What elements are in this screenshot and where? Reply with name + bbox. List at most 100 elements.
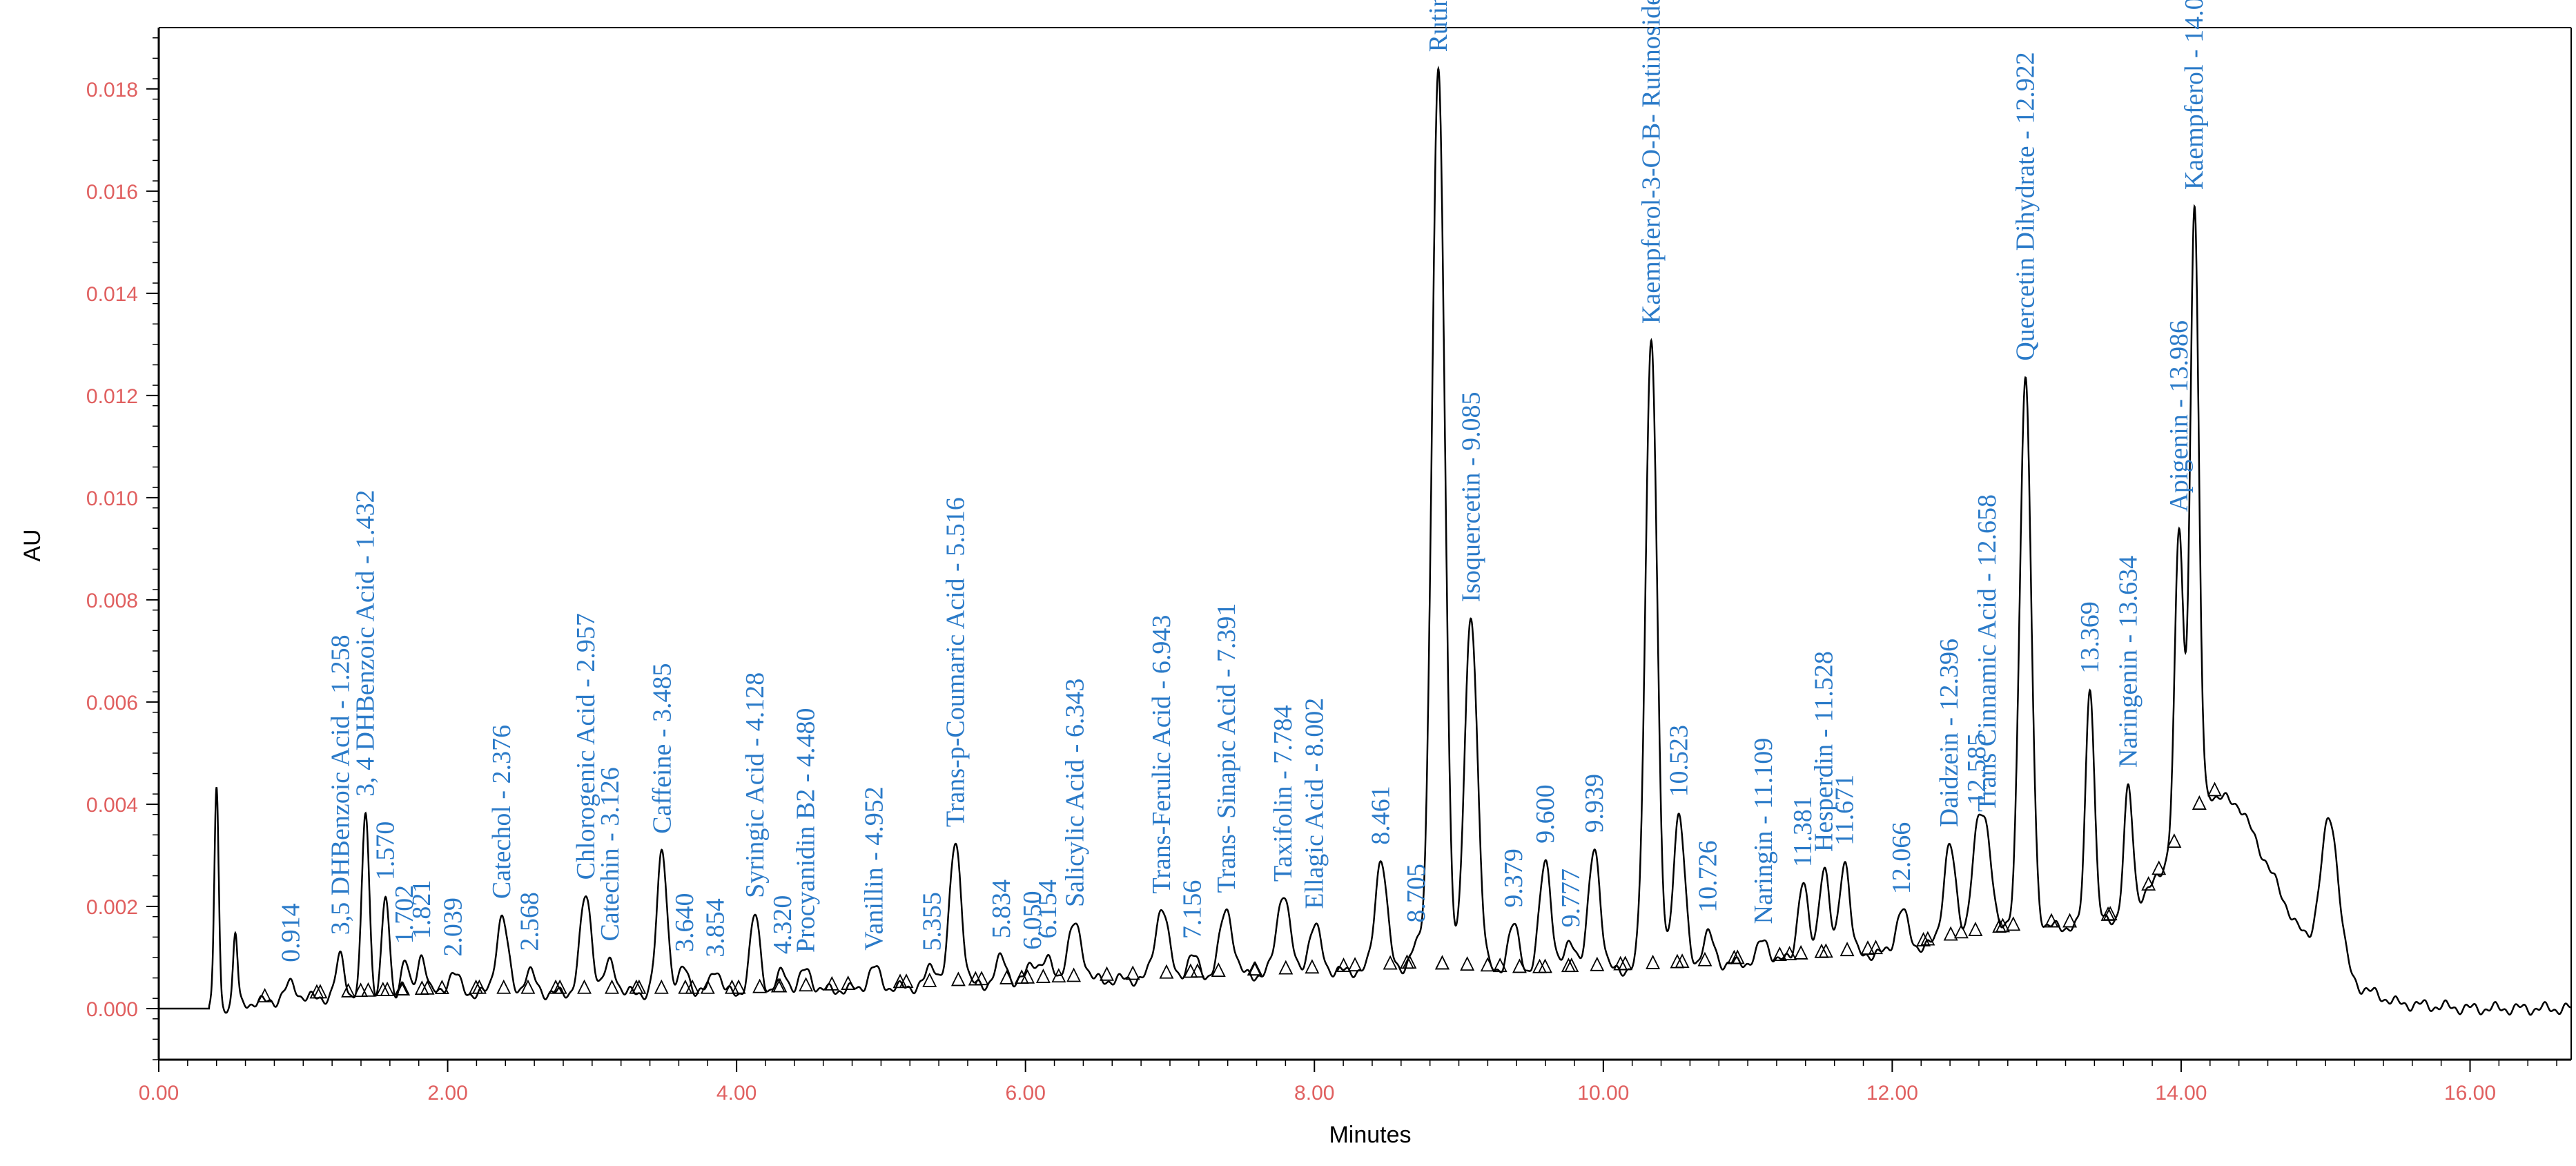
peak-label: 4.320 (768, 895, 797, 955)
peak-boundary-marker (341, 982, 356, 998)
peak-boundary-marker (1247, 961, 1262, 976)
x-tick-label: 2.00 (427, 1082, 467, 1105)
y-tick-label: 0.008 (86, 590, 138, 612)
peak-label: 5.355 (918, 892, 947, 951)
peak-boundary-marker (353, 982, 369, 998)
peak-label: Procyanidin B2 - 4.480 (792, 708, 821, 953)
peak-label: 1.570 (371, 822, 400, 881)
y-tick-label: 0.014 (86, 283, 138, 306)
peak-boundary-marker (772, 978, 788, 993)
peak-boundary-marker (1347, 957, 1363, 972)
peak-label: 11.381 (1788, 796, 1817, 867)
peak-label: Isoquercetin - 9.085 (1456, 391, 1485, 602)
peak-boundary-marker (1675, 953, 1690, 969)
x-axis-title: Minutes (1329, 1122, 1411, 1148)
peak-boundary-marker (824, 975, 839, 991)
peak-label: 10.523 (1664, 725, 1693, 797)
peak-boundary-marker (1492, 958, 1507, 973)
peak-label: 12.066 (1887, 822, 1916, 895)
x-tick-label: 16.00 (2444, 1082, 2496, 1105)
peak-boundary-marker (1460, 956, 1475, 971)
peak-boundary-marker (469, 979, 484, 994)
peak-boundary-marker (2044, 913, 2059, 928)
peak-boundary-marker (1480, 957, 1495, 972)
peak-label: 1.821 (407, 880, 436, 940)
peak-boundary-marker (1943, 926, 1958, 941)
peak-boundary-marker (2062, 913, 2078, 928)
peak-label: Trans-Ferulic Acid - 6.943 (1147, 615, 1176, 894)
peak-boundary-marker (1305, 959, 1320, 974)
peak-boundary-marker (1860, 940, 1875, 955)
peak-boundary-marker (731, 979, 746, 994)
peak-boundary-marker (685, 979, 700, 994)
peak-label: Syringic Acid - 4.128 (741, 672, 770, 898)
peak-label: 3,5 DHBenzoic Acid - 1.258 (326, 634, 355, 935)
peak-boundary-marker (520, 979, 536, 994)
y-tick-label: 0.004 (86, 794, 138, 817)
y-tick-label: 0.016 (86, 181, 138, 204)
peak-label: Taxifolin - 7.784 (1269, 705, 1298, 882)
peak-boundary-marker (654, 979, 669, 994)
peak-boundary-marker (1066, 967, 1082, 982)
peak-boundary-marker (752, 978, 768, 993)
peak-boundary-marker (1868, 940, 1883, 955)
peak-label: Chlorogenic Acid - 2.957 (572, 613, 601, 880)
peak-label: Quercetin Dihydrate - 12.922 (2011, 52, 2040, 360)
peak-label: Rutin Hydrate - 8.858 (1424, 0, 1453, 52)
peak-boundary-marker (1051, 968, 1066, 983)
peak-boundary-marker (1512, 958, 1527, 973)
peak-boundary-marker (434, 980, 449, 994)
x-tick-label: 0.00 (139, 1082, 179, 1105)
peak-boundary-marker (361, 982, 375, 997)
peak-markers (257, 781, 2222, 1003)
peak-label: Hesperdin - 11.528 (1810, 651, 1839, 852)
peak-boundary-marker (678, 979, 693, 994)
peak-boundary-marker (1916, 931, 1931, 946)
peak-boundary-marker (2207, 781, 2222, 797)
peak-boundary-marker (1538, 958, 1552, 973)
peak-boundary-marker (1435, 955, 1450, 970)
peak-boundary-marker (577, 979, 592, 994)
peak-boundary-marker (2192, 795, 2207, 810)
peak-label: 9.379 (1499, 848, 1528, 908)
peak-boundary-marker (257, 988, 273, 1003)
peak-label: Apigenin - 13.986 (2165, 320, 2194, 512)
peak-boundary-marker (1278, 960, 1294, 975)
tick-marks: 0.00 2.00 4.00 6.00 8.00 10.00 12.00 14.00 16.00… (86, 37, 2557, 1105)
peak-label: 6.050 (1018, 891, 1047, 950)
peak-label: 6.154 (1033, 880, 1062, 939)
peak-boundary-marker (950, 971, 966, 987)
peak-boundary-marker (1618, 955, 1633, 971)
peak-boundary-marker (605, 979, 619, 994)
peak-boundary-marker (968, 971, 983, 986)
peak-boundary-marker (2006, 916, 2021, 931)
plot-frame (157, 27, 2572, 1061)
peak-boundary-marker (899, 973, 914, 988)
peak-label: 12.585 (1962, 733, 1991, 806)
peak-label: 7.156 (1178, 880, 1207, 940)
peak-label: 3.640 (670, 893, 699, 953)
peak-label: Trans Cinnamic Acid - 12.658 (1973, 494, 2002, 812)
peak-label: Trans-p-Coumaric Acid - 5.516 (941, 497, 970, 827)
peak-label: Naringenin - 13.634 (2114, 556, 2143, 768)
y-tick-label: 0.010 (86, 487, 138, 510)
peak-label: Daidzein - 12.396 (1935, 639, 1964, 827)
peak-boundary-marker (2141, 876, 2156, 891)
peak-boundary-marker (1402, 954, 1417, 969)
peak-boundary-marker (2151, 860, 2167, 875)
peak-label: 8.461 (1367, 786, 1396, 845)
y-axis-title: AU (19, 529, 46, 561)
peak-label: Salicylic Acid - 6.343 (1060, 679, 1089, 907)
peak-boundary-marker (1014, 969, 1029, 984)
peak-label: Vanillin - 4.952 (859, 786, 888, 950)
peak-label: 3.854 (701, 898, 730, 958)
x-tick-label: 4.00 (716, 1082, 757, 1105)
peak-boundary-marker (496, 979, 511, 994)
peak-boundary-marker (974, 971, 989, 986)
peak-boundary-marker (1730, 949, 1745, 964)
peak-boundary-marker (1814, 943, 1829, 958)
peak-boundary-marker (1383, 955, 1398, 970)
peak-boundary-marker (1211, 962, 1226, 977)
